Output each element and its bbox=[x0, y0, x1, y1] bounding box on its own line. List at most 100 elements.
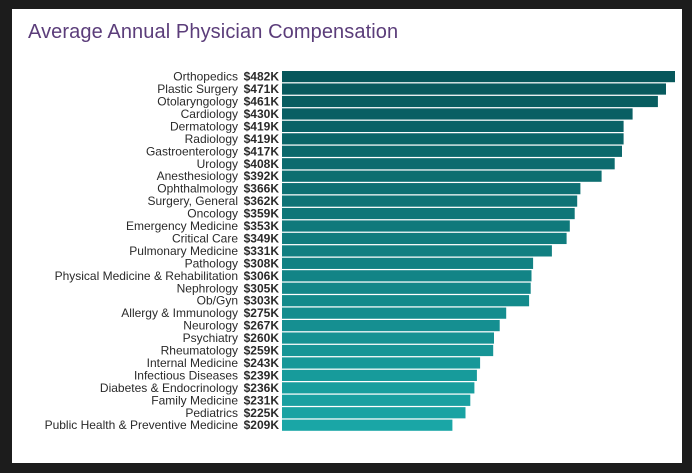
value-label: $417K bbox=[244, 144, 280, 158]
bar-row: $260K Psychiatry bbox=[183, 331, 494, 345]
value-label: $366K bbox=[244, 182, 280, 196]
bar bbox=[282, 307, 507, 319]
category-label: Neurology bbox=[183, 319, 238, 333]
bar bbox=[282, 320, 500, 332]
value-label: $275K bbox=[244, 306, 280, 320]
category-label: Pathology bbox=[185, 256, 238, 270]
category-label: Rheumatology bbox=[161, 344, 238, 358]
bar bbox=[282, 71, 675, 83]
bar-row: $239K Infectious Diseases bbox=[134, 368, 477, 382]
value-label: $305K bbox=[244, 281, 280, 295]
value-label: $419K bbox=[244, 119, 280, 133]
bar-row: $225K Pediatrics bbox=[185, 406, 466, 420]
bar bbox=[282, 245, 552, 257]
bar bbox=[282, 282, 531, 294]
bar-row: $308K Pathology bbox=[185, 256, 534, 270]
bar bbox=[282, 419, 453, 431]
bar-row: $231K Family Medicine bbox=[151, 393, 471, 407]
bar bbox=[282, 133, 624, 145]
bar-row: $349K Critical Care bbox=[172, 231, 567, 245]
bar bbox=[282, 207, 575, 220]
value-label: $267K bbox=[244, 319, 280, 333]
value-label: $308K bbox=[244, 256, 280, 270]
bar-row: $366K Ophthalmology bbox=[157, 182, 581, 196]
category-label: Dermatology bbox=[170, 119, 238, 133]
category-label: Cardiology bbox=[181, 107, 238, 121]
bar-row: $419K Dermatology bbox=[170, 119, 624, 133]
value-label: $236K bbox=[244, 381, 280, 395]
category-label: Plastic Surgery bbox=[157, 82, 238, 96]
bar-row: $392K Anesthesiology bbox=[157, 169, 602, 183]
bar-row: $419K Radiology bbox=[185, 132, 624, 146]
bar bbox=[282, 170, 602, 182]
value-label: $331K bbox=[244, 244, 280, 258]
bar bbox=[282, 394, 471, 406]
category-label: Anesthesiology bbox=[157, 169, 238, 183]
value-label: $430K bbox=[244, 107, 280, 121]
value-label: $243K bbox=[244, 356, 280, 370]
category-label: Allergy & Immunology bbox=[121, 306, 238, 320]
category-label: Emergency Medicine bbox=[126, 219, 238, 233]
bar-row: $362K Surgery, General bbox=[148, 194, 578, 208]
category-label: Oncology bbox=[187, 207, 238, 221]
bar-row: $209K Public Health & Preventive Medicine bbox=[45, 418, 453, 432]
category-label: Infectious Diseases bbox=[134, 368, 238, 382]
bar bbox=[282, 158, 615, 170]
bar bbox=[282, 108, 633, 120]
bar-row: $408K Urology bbox=[197, 157, 615, 171]
value-label: $303K bbox=[244, 294, 280, 308]
chart-title: Average Annual Physician Compensation bbox=[28, 21, 399, 43]
bar bbox=[282, 95, 658, 108]
category-label: Psychiatry bbox=[183, 331, 238, 345]
bar bbox=[282, 195, 578, 207]
bar-row: $236K Diabetes & Endocrinology bbox=[100, 381, 475, 395]
value-label: $306K bbox=[244, 269, 280, 283]
bar bbox=[282, 232, 567, 245]
value-label: $353K bbox=[244, 219, 280, 233]
category-label: Pediatrics bbox=[185, 406, 238, 420]
category-label: Ophthalmology bbox=[157, 182, 238, 196]
bar bbox=[282, 145, 622, 157]
bar-row: $259K Rheumatology bbox=[161, 344, 494, 358]
value-label: $259K bbox=[244, 344, 280, 358]
category-label: Physical Medicine & Rehabilitation bbox=[55, 269, 238, 283]
bar bbox=[282, 407, 466, 419]
bar-row: $359K Oncology bbox=[187, 207, 575, 221]
category-label: Otolaryngology bbox=[157, 95, 238, 109]
value-label: $482K bbox=[244, 70, 280, 84]
bar bbox=[282, 220, 570, 232]
category-label: Orthopedics bbox=[173, 70, 238, 84]
value-label: $231K bbox=[244, 393, 280, 407]
category-label: Surgery, General bbox=[148, 194, 239, 208]
bar-row: $306K Physical Medicine & Rehabilitation bbox=[55, 269, 532, 283]
value-label: $392K bbox=[244, 169, 280, 183]
bar-row: $430K Cardiology bbox=[181, 107, 633, 121]
bar-row: $461K Otolaryngology bbox=[157, 95, 658, 109]
bar-row: $482K Orthopedics bbox=[173, 70, 675, 84]
bar-row: $267K Neurology bbox=[183, 319, 500, 333]
category-label: Critical Care bbox=[172, 231, 238, 245]
bar bbox=[282, 270, 532, 282]
category-label: Ob/Gyn bbox=[197, 294, 238, 308]
category-label: Internal Medicine bbox=[147, 356, 239, 370]
value-label: $408K bbox=[244, 157, 280, 171]
category-label: Diabetes & Endocrinology bbox=[100, 381, 238, 395]
bar-row: $471K Plastic Surgery bbox=[157, 82, 666, 96]
bar bbox=[282, 183, 581, 195]
bar bbox=[282, 357, 481, 369]
bar-row: $275K Allergy & Immunology bbox=[121, 306, 507, 320]
chart-panel: Average Annual Physician Compensation $4… bbox=[12, 9, 682, 463]
bar bbox=[282, 344, 494, 357]
bar bbox=[282, 295, 530, 307]
value-label: $225K bbox=[244, 406, 280, 420]
value-label: $419K bbox=[244, 132, 280, 146]
bar-row: $243K Internal Medicine bbox=[147, 356, 481, 370]
category-label: Urology bbox=[197, 157, 238, 171]
bar bbox=[282, 257, 534, 269]
bar bbox=[282, 382, 475, 394]
bar-row: $305K Nephrology bbox=[177, 281, 531, 295]
category-label: Gastroenterology bbox=[146, 144, 238, 158]
bar-row: $331K Pulmonary Medicine bbox=[129, 244, 552, 258]
value-label: $461K bbox=[244, 95, 280, 109]
